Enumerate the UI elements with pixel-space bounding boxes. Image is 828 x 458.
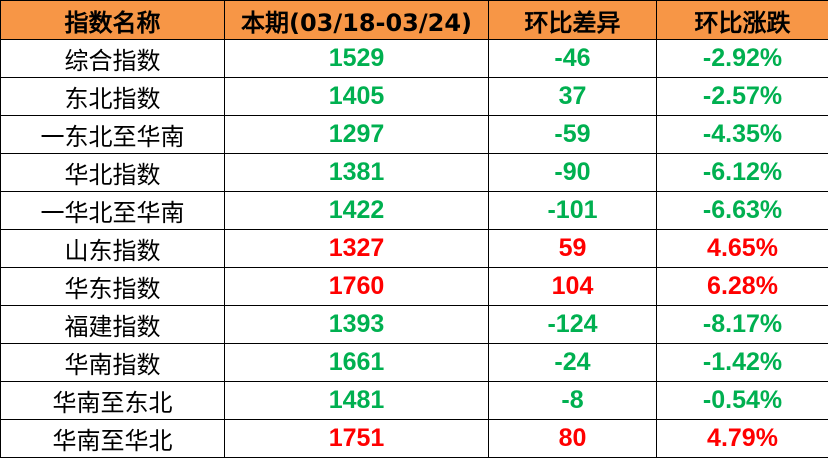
current-value-cell: 1381 xyxy=(225,154,489,192)
current-value-cell: 1393 xyxy=(225,306,489,344)
index-name-cell: 华东指数 xyxy=(1,268,225,306)
index-name-cell: 东北指数 xyxy=(1,78,225,116)
current-value-cell: 1297 xyxy=(225,116,489,154)
change-pct-cell: -8.17% xyxy=(657,306,828,344)
index-name-cell: 华南至华北 xyxy=(1,420,225,458)
index-name-cell: 华南至东北 xyxy=(1,382,225,420)
diff-cell: -124 xyxy=(489,306,657,344)
diff-cell: 104 xyxy=(489,268,657,306)
header-row: 指数名称 本期(03/18-03/24) 环比差异 环比涨跌 xyxy=(1,1,828,40)
change-pct-cell: 4.65% xyxy=(657,230,828,268)
diff-cell: 80 xyxy=(489,420,657,458)
current-value-cell: 1529 xyxy=(225,40,489,78)
change-pct-cell: 4.79% xyxy=(657,420,828,458)
header-change-pct: 环比涨跌 xyxy=(657,1,828,40)
change-pct-cell: -6.12% xyxy=(657,154,828,192)
index-name-cell: 综合指数 xyxy=(1,40,225,78)
current-value-cell: 1481 xyxy=(225,382,489,420)
index-name-cell: 一东北至华南 xyxy=(1,116,225,154)
change-pct-cell: -1.42% xyxy=(657,344,828,382)
diff-cell: -24 xyxy=(489,344,657,382)
change-pct-cell: 6.28% xyxy=(657,268,828,306)
index-name-cell: 华北指数 xyxy=(1,154,225,192)
current-value-cell: 1661 xyxy=(225,344,489,382)
change-pct-cell: -2.57% xyxy=(657,78,828,116)
index-name-cell: 福建指数 xyxy=(1,306,225,344)
diff-cell: -90 xyxy=(489,154,657,192)
diff-cell: -101 xyxy=(489,192,657,230)
current-value-cell: 1751 xyxy=(225,420,489,458)
change-pct-cell: -0.54% xyxy=(657,382,828,420)
index-name-cell: 华南指数 xyxy=(1,344,225,382)
diff-cell: 37 xyxy=(489,78,657,116)
current-value-cell: 1327 xyxy=(225,230,489,268)
header-index-name: 指数名称 xyxy=(1,1,225,40)
diff-cell: -46 xyxy=(489,40,657,78)
diff-cell: -8 xyxy=(489,382,657,420)
current-value-cell: 1760 xyxy=(225,268,489,306)
index-name-cell: 一华北至华南 xyxy=(1,192,225,230)
header-diff: 环比差异 xyxy=(489,1,657,40)
current-value-cell: 1422 xyxy=(225,192,489,230)
change-pct-cell: -6.63% xyxy=(657,192,828,230)
change-pct-cell: -2.92% xyxy=(657,40,828,78)
current-value-cell: 1405 xyxy=(225,78,489,116)
change-pct-cell: -4.35% xyxy=(657,116,828,154)
header-current-period: 本期(03/18-03/24) xyxy=(225,1,489,40)
diff-cell: 59 xyxy=(489,230,657,268)
diff-cell: -59 xyxy=(489,116,657,154)
index-name-cell: 山东指数 xyxy=(1,230,225,268)
